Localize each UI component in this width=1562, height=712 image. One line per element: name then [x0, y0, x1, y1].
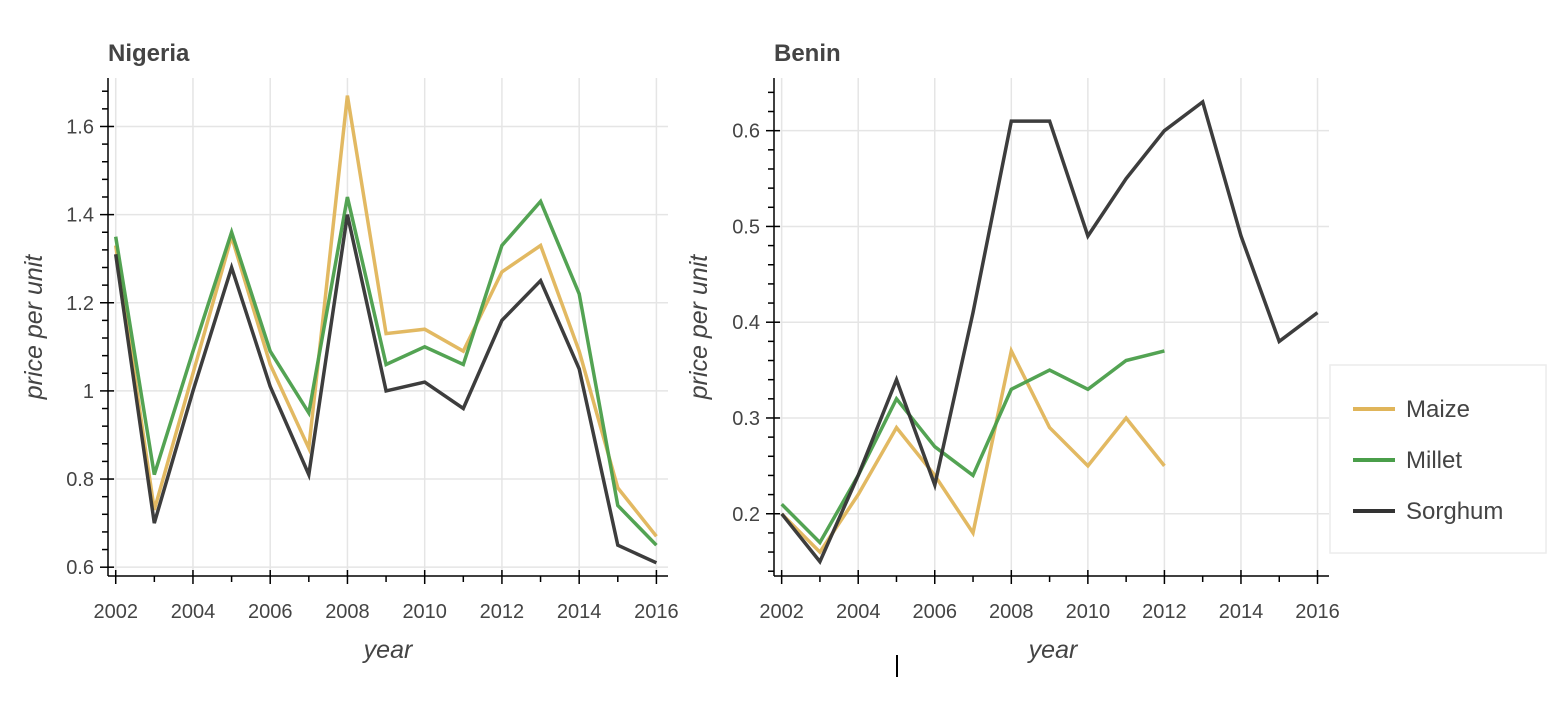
nigeria-x-tick-label: 2008 [325, 601, 370, 623]
benin-chart: Benin 2002 2004 2006 2008 2010 2012 2014 2016 0.… [685, 40, 1340, 664]
nigeria-y-tick-label: 1.2 [66, 293, 94, 315]
nigeria-y-tick-label: 0.6 [66, 557, 94, 579]
nigeria-title: Nigeria [108, 40, 190, 67]
benin-y-axis-label: price per unit [685, 254, 713, 401]
nigeria-x-tick-label: 2002 [93, 601, 138, 623]
benin-x-axis-label: year [1027, 636, 1079, 664]
benin-x-tick-label: 2002 [759, 601, 804, 623]
benin-y-tick-label: 0.4 [732, 312, 760, 334]
nigeria-series-millet [113, 196, 658, 547]
nigeria-x-axis-label: year [362, 636, 414, 664]
benin-x-tick-label: 2010 [1066, 601, 1111, 623]
benin-title: Benin [774, 40, 841, 67]
nigeria-x-tick-label: 2016 [634, 601, 679, 623]
nigeria-x-tick-label: 2012 [480, 601, 525, 623]
benin-axes: 2002 2004 2006 2008 2010 2012 2014 2016 0.2 0.3 0.… [732, 78, 1340, 623]
benin-y-tick-label: 0.6 [732, 121, 760, 143]
benin-y-tick-label: 0.5 [732, 216, 760, 238]
nigeria-axes: 2002 2004 2006 2008 2010 2012 2014 2016 0.6 0.8 1 1… [66, 78, 679, 623]
benin-x-tick-label: 2016 [1295, 601, 1340, 623]
nigeria-series-maize [113, 95, 658, 538]
benin-series-sorghum [780, 98, 1319, 565]
nigeria-y-tick-label: 1.6 [66, 116, 94, 138]
benin-y-tick-label: 0.3 [732, 408, 760, 430]
nigeria-x-tick-label: 2014 [557, 601, 602, 623]
benin-series-maize [780, 345, 1166, 555]
nigeria-y-axis-label: price per unit [20, 254, 48, 401]
nigeria-series-lines [113, 95, 658, 565]
legend-label-sorghum: Sorghum [1406, 498, 1503, 525]
legend: Maize Millet Sorghum [1329, 364, 1547, 554]
benin-x-tick-label: 2004 [836, 601, 881, 623]
nigeria-x-tick-label: 2006 [248, 601, 293, 623]
nigeria-x-tick-label: 2004 [171, 601, 216, 623]
nigeria-series-sorghum [113, 214, 658, 565]
benin-y-tick-label: 0.2 [732, 504, 760, 526]
nigeria-y-tick-label: 0.8 [66, 469, 94, 491]
benin-x-tick-label: 2014 [1219, 601, 1264, 623]
legend-label-millet: Millet [1406, 447, 1462, 474]
benin-x-tick-label: 2006 [913, 601, 958, 623]
benin-x-tick-label: 2012 [1142, 601, 1187, 623]
nigeria-chart: Nigeria 2002 2004 2006 2008 2010 2012 2014 2016… [20, 40, 679, 664]
nigeria-y-tick-label: 1 [83, 381, 94, 403]
benin-grid [774, 78, 1329, 576]
nigeria-grid [108, 78, 668, 576]
legend-label-maize: Maize [1406, 396, 1470, 423]
benin-series-lines [780, 98, 1319, 565]
nigeria-y-tick-label: 1.4 [66, 205, 94, 227]
nigeria-x-tick-label: 2010 [402, 601, 447, 623]
benin-series-millet [780, 349, 1165, 546]
benin-x-tick-label: 2008 [989, 601, 1034, 623]
